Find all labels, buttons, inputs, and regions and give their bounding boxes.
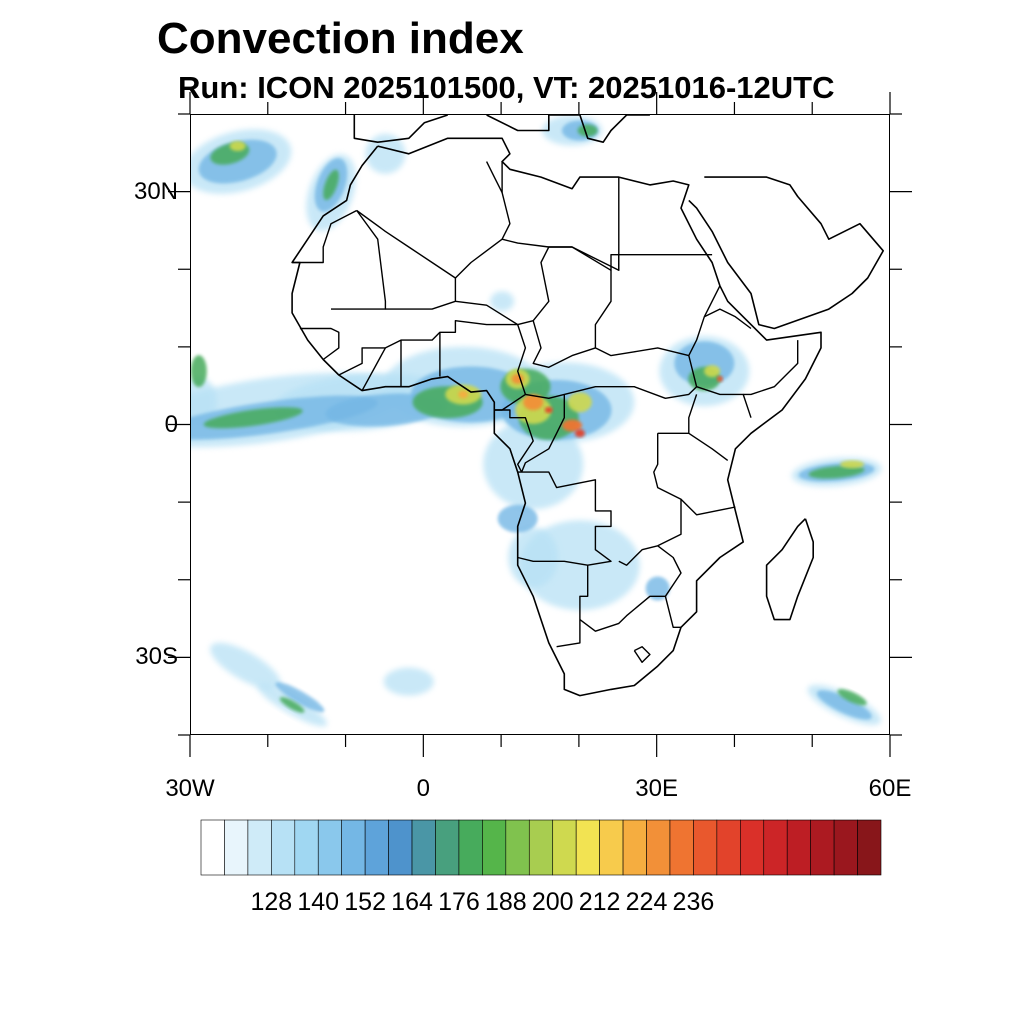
colorbar-swatch — [482, 819, 507, 876]
y-tick-label: 0 — [164, 410, 178, 438]
map-plot-area — [190, 114, 890, 735]
colorbar-swatch — [740, 819, 765, 876]
coastlines-and-borders — [291, 115, 884, 697]
colorbar-label: 236 — [672, 888, 715, 916]
colorbar-swatch — [505, 819, 530, 876]
colorbar-label: 212 — [578, 888, 621, 916]
colorbar-swatch — [364, 819, 389, 876]
colorbar-label: 224 — [625, 888, 668, 916]
colorbar-swatch — [411, 819, 436, 876]
colorbar-label: 176 — [438, 888, 480, 916]
colorbar-swatch — [271, 819, 296, 876]
x-tick-label: 30W — [165, 775, 215, 802]
x-tick-label: 30E — [635, 775, 678, 802]
colorbar-swatch — [857, 819, 882, 876]
colorbar-swatch — [552, 819, 577, 876]
colorbar-swatch — [599, 819, 624, 876]
colorbar-label: 200 — [531, 888, 574, 916]
colorbar-swatch — [458, 819, 483, 876]
colorbar-swatch — [716, 819, 741, 876]
colorbar-swatch — [575, 819, 600, 876]
colorbar-label: 164 — [391, 888, 433, 916]
colorbar-swatch — [833, 819, 858, 876]
colorbar-label: 152 — [344, 888, 386, 916]
colorbar-swatch — [693, 819, 718, 876]
map-subtitle: Run: ICON 2025101500, VT: 20251016-12UTC — [178, 70, 835, 105]
colorbar-swatch — [317, 819, 342, 876]
convection-field — [191, 115, 882, 727]
colorbar-swatch — [294, 819, 319, 876]
y-tick-label: 30N — [133, 177, 178, 205]
colorbar-swatch — [810, 819, 835, 876]
colorbar-swatch — [341, 819, 366, 876]
colorbar-swatch — [669, 819, 694, 876]
x-tick-label: 0 — [416, 775, 430, 802]
map-title: Convection index — [157, 14, 524, 63]
colorbar-swatch — [622, 819, 647, 876]
y-tick-label: 30S — [135, 643, 178, 671]
colorbar-swatch — [528, 819, 554, 876]
colorbar-swatch — [763, 819, 788, 876]
colorbar-swatch — [200, 819, 225, 876]
colorbar-label: 128 — [250, 888, 293, 916]
map-canvas — [191, 115, 884, 727]
colorbar-swatch — [435, 819, 460, 876]
colorbar-label: 140 — [297, 888, 340, 916]
colorbar — [200, 819, 882, 876]
colorbar-swatch — [646, 819, 671, 876]
colorbar-swatch — [388, 819, 413, 876]
colorbar-swatch — [224, 819, 249, 876]
colorbar-label: 188 — [484, 888, 527, 916]
colorbar-swatch — [247, 819, 272, 876]
colorbar-swatch — [786, 819, 811, 876]
x-tick-label: 60E — [868, 775, 912, 802]
